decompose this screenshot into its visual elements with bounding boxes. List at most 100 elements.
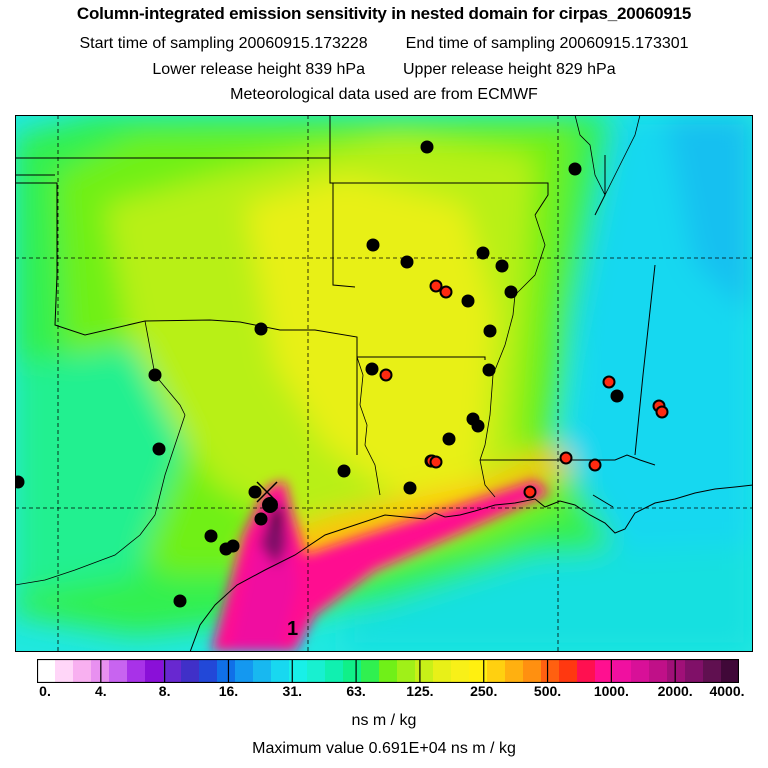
colorbar-cell	[253, 659, 272, 683]
colorbar-cell	[361, 659, 380, 683]
colorbar-tick-label: 0.	[39, 683, 51, 699]
colorbar-tick-label: 2000.	[657, 683, 693, 699]
colorbar-cell	[577, 659, 596, 683]
map-title: Column-integrated emission sensitivity i…	[76, 4, 692, 23]
release-number-label: 1	[287, 618, 298, 640]
colorbar-cell	[289, 659, 308, 683]
site-marker	[420, 140, 434, 154]
site-marker	[152, 442, 166, 456]
map-frame	[15, 115, 753, 652]
lower-release-height: Lower release height 839 hPa	[152, 61, 365, 78]
end-time: End time of sampling 20060915.173301	[405, 35, 689, 52]
site-marker	[204, 529, 218, 543]
colorbar-cell	[523, 659, 542, 683]
colorbar-tick-label: 31.	[282, 683, 302, 699]
highlighted-site-marker	[439, 285, 453, 299]
sensitivity-map: 1	[15, 115, 753, 652]
colorbar-cell	[559, 659, 578, 683]
colorbar-tick-label: 1000.	[593, 683, 629, 699]
site-marker	[610, 389, 624, 403]
colorbar-cell	[379, 659, 398, 683]
site-marker	[337, 464, 351, 478]
colorbar-cell	[505, 659, 524, 683]
highlighted-site-marker	[588, 458, 602, 472]
highlighted-site-marker	[429, 279, 443, 293]
highlighted-site-marker	[655, 405, 669, 419]
colorbar-cell	[469, 659, 488, 683]
sensitivity-field	[15, 115, 753, 652]
site-marker	[262, 497, 278, 513]
highlighted-sites	[379, 279, 669, 499]
site-marker	[15, 475, 25, 489]
upper-release-height: Upper release height 829 hPa	[403, 61, 616, 78]
site-marker	[504, 285, 518, 299]
site-marker	[483, 324, 497, 338]
latlon-grid	[15, 115, 753, 652]
colorbar-cell	[163, 659, 182, 683]
emission-plume	[211, 480, 550, 652]
sampling-time-line: Start time of sampling 20060915.173228 En…	[0, 35, 768, 53]
colorbar-cell	[307, 659, 326, 683]
measurement-sites	[15, 140, 624, 608]
highlighted-site-marker	[379, 368, 393, 382]
site-marker	[442, 432, 456, 446]
site-marker	[366, 238, 380, 252]
colorbar-cell	[541, 659, 560, 683]
colorbar-tick-label: 8.	[158, 683, 171, 699]
colorbar-cell	[199, 659, 218, 683]
colorbar-cell	[595, 659, 614, 683]
site-marker	[226, 539, 240, 553]
site-marker	[476, 246, 490, 260]
colorbar-cell	[685, 659, 704, 683]
site-marker	[471, 419, 485, 433]
met-data-source: Meteorological data used are from ECMWF	[230, 86, 538, 103]
colorbar-tick-label: 500.	[533, 683, 562, 699]
colorbar-cell	[397, 659, 416, 683]
colorbar-cell	[271, 659, 290, 683]
site-marker	[254, 322, 268, 336]
colorbar-cell	[649, 659, 668, 683]
site-marker	[148, 368, 162, 382]
colorbar-cell	[631, 659, 650, 683]
site-marker	[173, 594, 187, 608]
river-boundaries	[15, 115, 641, 586]
coastline	[189, 484, 753, 652]
colorbar-cell	[325, 659, 344, 683]
colorbar-cell	[127, 659, 146, 683]
colorbar-cell	[217, 659, 236, 683]
colorbar-tick-label: 4.	[94, 683, 107, 699]
colorbar-cell	[109, 659, 128, 683]
site-marker	[365, 362, 379, 376]
colorbar-cell	[55, 659, 74, 683]
site-marker	[482, 363, 496, 377]
start-time: Start time of sampling 20060915.173228	[79, 35, 368, 52]
colorbar-cell	[415, 659, 434, 683]
colorbar-tick-label: 63.	[346, 683, 366, 699]
site-marker	[400, 255, 414, 269]
site-marker	[495, 259, 509, 273]
colorbar	[37, 659, 739, 683]
highlighted-site-marker	[523, 485, 537, 499]
maximum-value: Maximum value 0.691E+04 ns m / kg	[252, 740, 516, 757]
colorbar-tick-label: 125.	[406, 683, 434, 699]
colorbar-cell	[433, 659, 452, 683]
site-marker	[568, 162, 582, 176]
colorbar-tick-label: 250.	[470, 683, 498, 699]
colorbar-cell	[181, 659, 200, 683]
highlighted-site-marker	[602, 375, 616, 389]
colorbar-cell	[73, 659, 92, 683]
colorbar-cell	[613, 659, 632, 683]
site-marker	[254, 512, 268, 526]
colorbar-cell	[451, 659, 470, 683]
site-marker	[461, 294, 475, 308]
highlighted-site-marker	[429, 455, 443, 469]
colorbar-cell	[721, 659, 739, 683]
colorbar-tick-label: 4000.	[709, 683, 745, 699]
highlighted-site-marker	[559, 451, 573, 465]
colorbar-cell	[487, 659, 506, 683]
colorbar-tick-label: 16.	[218, 683, 239, 699]
colorbar-cell	[343, 659, 362, 683]
colorbar-units: ns m / kg	[351, 712, 417, 729]
colorbar-cell	[145, 659, 164, 683]
colorbar-cell	[37, 659, 56, 683]
